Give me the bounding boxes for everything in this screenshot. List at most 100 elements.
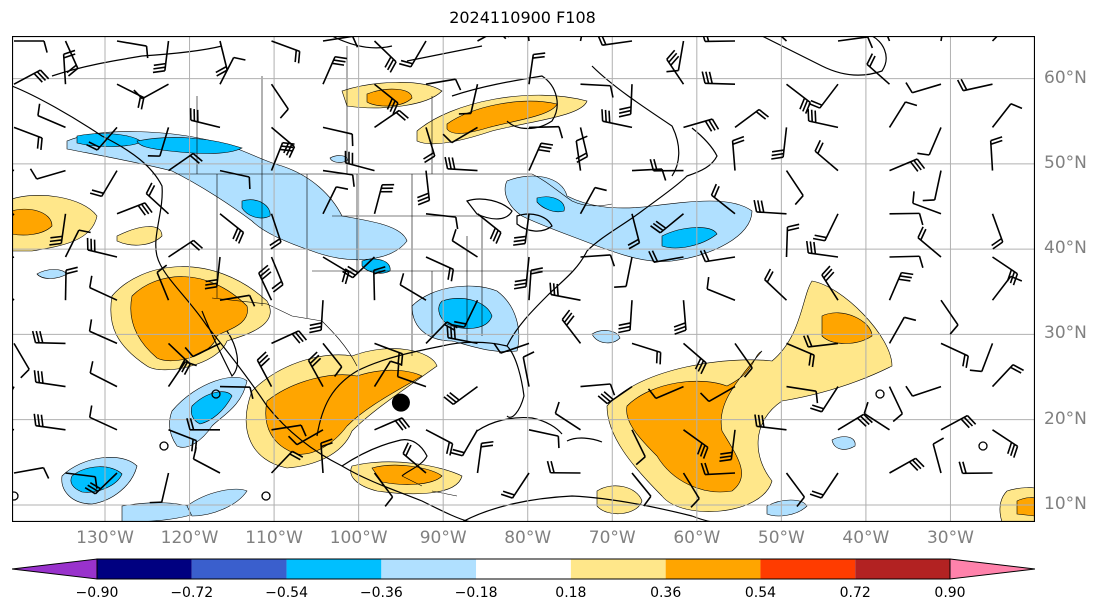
wind-barb	[549, 282, 581, 301]
colorbar-tick-label: −0.90	[75, 585, 119, 601]
wind-barb	[320, 438, 333, 474]
wind-barb	[322, 169, 355, 187]
wind-barb	[204, 256, 221, 290]
wind-barb	[442, 126, 478, 144]
wind-barb	[785, 223, 800, 258]
wind-barb	[89, 361, 118, 388]
wind-barb	[425, 213, 459, 230]
wind-barb	[322, 126, 354, 147]
wind-barb	[989, 136, 1003, 171]
colorbar-segment	[665, 559, 761, 579]
wind-barb	[14, 40, 48, 53]
wind-barb	[940, 299, 959, 335]
coastline-gulf-mexico	[316, 341, 525, 437]
latitude-label: 10°N	[1044, 493, 1087, 514]
longitude-label: 40°W	[842, 528, 890, 548]
wind-barb	[373, 183, 395, 215]
wind-barb	[528, 429, 560, 449]
colorbar-tick-label: 0.90	[934, 585, 966, 601]
wind-barb	[888, 316, 917, 344]
wind-barb	[399, 273, 427, 301]
wind-barb	[561, 309, 582, 344]
wind-barb	[649, 159, 684, 172]
wind-barb	[575, 127, 589, 163]
wind-barb	[192, 447, 221, 474]
latitude-label: 20°N	[1044, 408, 1087, 429]
wind-barb	[64, 266, 78, 301]
wind-barb	[451, 229, 478, 258]
wind-barb	[156, 264, 170, 301]
wind-barb	[186, 418, 221, 431]
wind-barb	[49, 213, 67, 246]
wind-barb	[271, 424, 307, 437]
wind-barb	[88, 319, 118, 345]
wind-barb	[866, 53, 891, 85]
wind-barb	[575, 135, 588, 171]
wind-barb	[702, 36, 736, 43]
border-usa-mexico	[211, 297, 358, 367]
chart-title: 2024110900 F108	[449, 8, 596, 27]
wind-barb	[699, 249, 736, 263]
wind-barb	[888, 271, 914, 301]
wind-barb	[373, 40, 397, 73]
strong-negative-anomaly-core	[241, 199, 271, 219]
wind-barb	[666, 40, 685, 73]
longitude-label: 30°W	[926, 528, 974, 548]
wind-barb	[785, 170, 804, 206]
wind-barb	[785, 472, 806, 507]
strong-positive-anomaly-core	[446, 100, 558, 134]
wind-barb	[580, 254, 616, 267]
wind-barb	[666, 49, 685, 85]
colorbar-tick-label: 0.36	[650, 585, 682, 601]
border-canada-usa	[152, 173, 613, 207]
wind-barb	[425, 78, 462, 91]
wind-barb	[145, 182, 170, 215]
coastline-cuba	[476, 416, 563, 435]
wind-barb	[84, 472, 118, 495]
negative-anomaly-region	[766, 499, 808, 517]
strong-positive-anomaly-core	[371, 464, 443, 485]
latitude-label: 60°N	[1044, 67, 1087, 88]
wind-barb	[344, 150, 375, 172]
wind-barb	[256, 351, 273, 387]
wind-barb	[423, 127, 436, 164]
wind-barb	[863, 401, 890, 431]
wind-barb	[754, 414, 787, 431]
wind-barb	[706, 276, 736, 301]
longitude-label: 130°W	[76, 528, 134, 548]
wind-barb	[13, 342, 30, 379]
latitude-label: 40°N	[1044, 238, 1087, 259]
wind-barb	[373, 83, 399, 115]
wind-barb	[682, 472, 700, 508]
wind-barb	[808, 83, 839, 109]
wind-barb	[805, 240, 839, 258]
wind-barb	[493, 342, 530, 354]
wind-barb	[89, 170, 118, 198]
wind-barb	[270, 256, 284, 293]
wind-barb	[807, 108, 839, 129]
wind-barb	[513, 256, 530, 290]
wind-barb	[812, 213, 839, 242]
colorbar-segment	[286, 559, 382, 579]
strong-positive-anomaly-core	[366, 88, 413, 107]
wind-barb	[322, 186, 349, 215]
wind-barb	[373, 360, 403, 388]
wind-barb	[86, 126, 118, 151]
wind-barb	[631, 429, 646, 466]
wind-barb	[446, 325, 478, 345]
wind-barbs	[12, 36, 1024, 508]
wind-barb	[37, 103, 66, 129]
wind-barb	[917, 226, 942, 258]
wind-barb	[888, 101, 918, 128]
wind-barb	[219, 169, 251, 190]
strong-negative-anomaly-core	[661, 227, 718, 249]
wind-barb	[270, 83, 289, 119]
wind-barb	[425, 321, 458, 344]
colorbar-segment	[191, 559, 287, 579]
wind-barb	[682, 342, 707, 375]
wind-barb	[307, 351, 324, 387]
wind-barb	[372, 266, 386, 301]
wind-barb	[889, 212, 924, 226]
wind-barb	[528, 52, 546, 85]
coastline-hispaniola	[566, 437, 603, 443]
